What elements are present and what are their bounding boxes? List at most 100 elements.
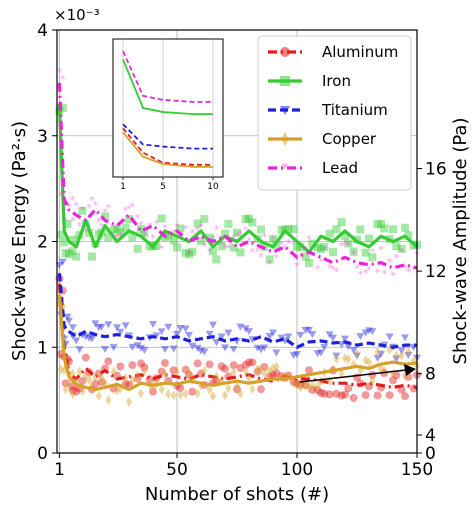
data-point: * bbox=[139, 220, 144, 231]
data-point bbox=[225, 383, 232, 394]
inset-series-line bbox=[122, 123, 213, 150]
data-point bbox=[329, 334, 337, 342]
data-point: * bbox=[255, 247, 260, 258]
data-point bbox=[78, 376, 87, 385]
data-point bbox=[193, 344, 202, 352]
data-point bbox=[137, 344, 145, 352]
y-axis-label-right: Shock-wave Amplitude (Pa) bbox=[450, 118, 471, 365]
data-point: * bbox=[142, 231, 147, 242]
legend-label: Aluminum bbox=[322, 43, 398, 61]
data-point bbox=[152, 241, 161, 250]
legend-items: Aluminum Iron Titanium Copper * Lead bbox=[268, 43, 398, 177]
data-point bbox=[332, 352, 341, 360]
data-point bbox=[62, 384, 69, 395]
data-point: * bbox=[331, 265, 336, 276]
data-point bbox=[81, 333, 90, 341]
legend-label: Titanium bbox=[321, 101, 388, 119]
data-point: * bbox=[279, 240, 284, 251]
data-point: * bbox=[355, 264, 360, 275]
legend-marker bbox=[280, 47, 290, 57]
data-point bbox=[140, 229, 149, 238]
data-point: * bbox=[115, 233, 120, 244]
series-copper bbox=[56, 294, 420, 407]
data-point bbox=[305, 326, 313, 334]
data-point: * bbox=[235, 231, 240, 242]
data-point bbox=[237, 388, 244, 399]
data-point bbox=[98, 373, 105, 384]
series-layer: *********************************** *****… bbox=[55, 67, 421, 407]
data-point bbox=[229, 361, 238, 370]
data-point bbox=[320, 243, 329, 252]
y-multiplier-label: ×10⁻³ bbox=[54, 6, 100, 24]
data-point: * bbox=[339, 242, 344, 253]
data-point bbox=[349, 347, 358, 355]
data-point: * bbox=[202, 242, 207, 253]
data-point bbox=[257, 346, 265, 354]
data-point bbox=[325, 331, 334, 339]
data-point bbox=[169, 236, 178, 245]
data-point bbox=[200, 348, 209, 356]
data-point bbox=[260, 362, 269, 371]
data-point bbox=[122, 372, 129, 383]
data-point bbox=[249, 383, 256, 394]
data-point bbox=[301, 252, 310, 261]
data-point bbox=[109, 225, 118, 234]
data-point: * bbox=[267, 259, 272, 270]
data-point bbox=[165, 389, 172, 400]
data-point bbox=[85, 334, 94, 342]
data-point bbox=[181, 365, 190, 374]
data-point bbox=[137, 359, 145, 368]
legend-label: Iron bbox=[322, 72, 351, 90]
data-point bbox=[63, 219, 72, 228]
data-point bbox=[361, 391, 370, 400]
data-point bbox=[205, 360, 214, 369]
data-point bbox=[273, 361, 280, 372]
data-point: * bbox=[111, 232, 116, 243]
inset-frame bbox=[112, 38, 224, 178]
inset-series bbox=[122, 50, 213, 168]
data-point: * bbox=[298, 252, 303, 263]
data-point bbox=[128, 343, 137, 351]
data-point bbox=[68, 386, 77, 395]
data-point bbox=[145, 242, 154, 251]
data-point bbox=[308, 331, 317, 339]
data-point bbox=[176, 224, 185, 233]
data-point bbox=[185, 331, 193, 339]
legend-label: Copper bbox=[322, 130, 377, 148]
data-point bbox=[389, 376, 397, 385]
x-axis-label: Number of shots (#) bbox=[145, 484, 329, 505]
data-point bbox=[405, 346, 412, 357]
data-point bbox=[284, 333, 293, 341]
data-point bbox=[58, 258, 67, 266]
data-point bbox=[296, 380, 305, 389]
data-point bbox=[377, 220, 385, 229]
data-point bbox=[401, 334, 409, 342]
data-point: * bbox=[310, 251, 315, 262]
data-point bbox=[79, 386, 86, 397]
data-point bbox=[61, 379, 70, 388]
x-tick-label: 50 bbox=[166, 460, 188, 480]
data-point bbox=[193, 219, 202, 228]
data-point bbox=[293, 243, 301, 252]
data-point bbox=[91, 379, 100, 388]
data-point: * bbox=[367, 266, 372, 277]
data-point bbox=[385, 391, 394, 400]
data-point bbox=[109, 344, 118, 352]
data-point bbox=[194, 388, 201, 399]
data-point bbox=[209, 321, 217, 329]
data-point bbox=[161, 358, 169, 367]
data-point bbox=[313, 350, 322, 358]
data-point bbox=[174, 366, 180, 377]
y-tick-label: 1 bbox=[37, 338, 48, 358]
inset-series-line bbox=[122, 131, 213, 168]
data-point bbox=[212, 339, 221, 347]
data-point: * bbox=[226, 244, 231, 255]
data-point bbox=[88, 335, 97, 343]
data-point bbox=[58, 103, 67, 112]
data-point bbox=[236, 323, 245, 331]
data-point bbox=[309, 380, 316, 391]
data-point: * bbox=[307, 235, 312, 246]
data-point bbox=[57, 364, 64, 375]
